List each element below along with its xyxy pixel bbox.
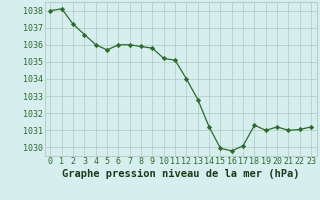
- X-axis label: Graphe pression niveau de la mer (hPa): Graphe pression niveau de la mer (hPa): [62, 169, 300, 179]
